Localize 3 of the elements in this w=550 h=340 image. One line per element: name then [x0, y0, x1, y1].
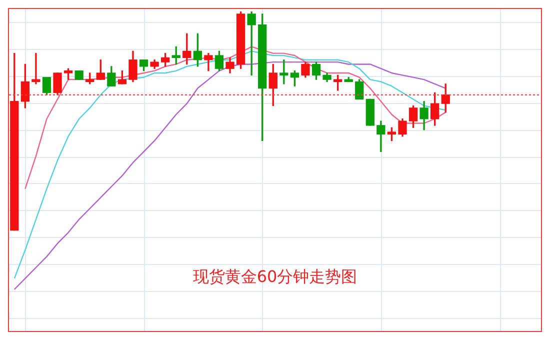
- candlestick: [74, 70, 84, 80]
- candlestick: [366, 98, 374, 126]
- text: 现货黄金60分钟走势图: [192, 267, 358, 288]
